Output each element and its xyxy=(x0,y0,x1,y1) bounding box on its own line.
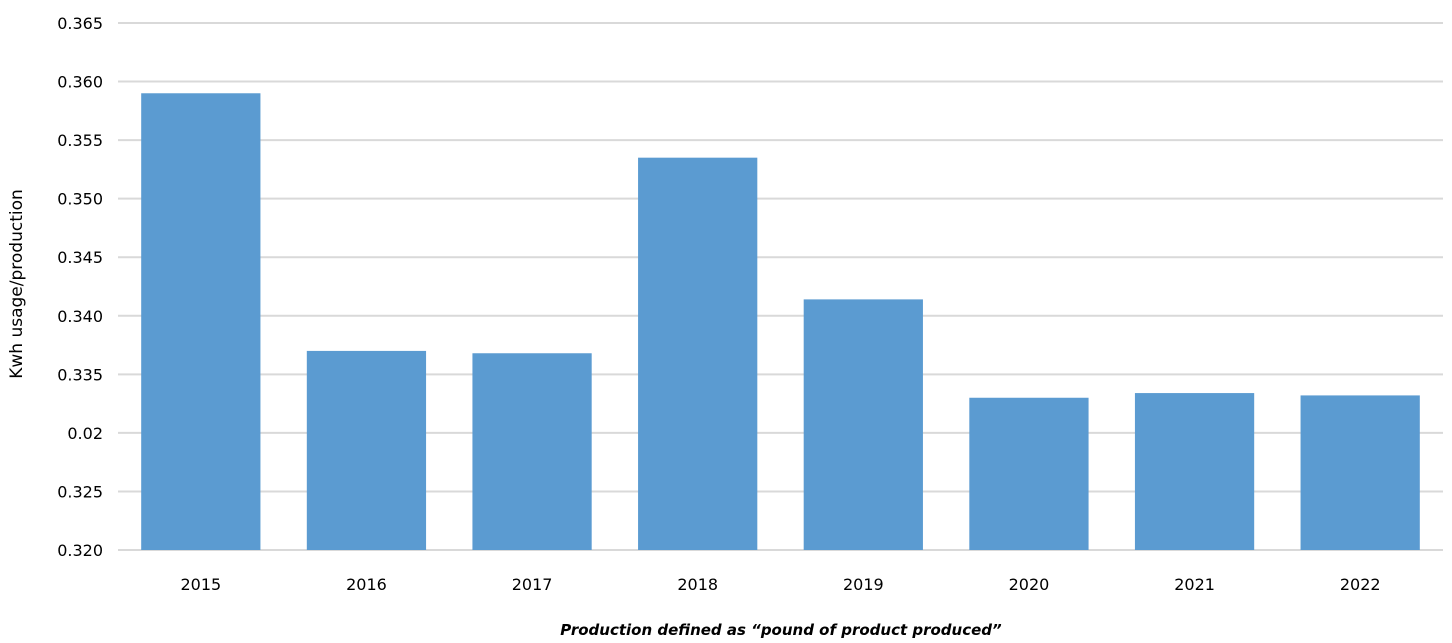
chart-footnote: Production defined as “pound of product … xyxy=(560,621,1002,639)
x-tick-label: 2022 xyxy=(1340,575,1381,594)
bar-2015 xyxy=(141,93,261,551)
y-tick-label: 0.02 xyxy=(67,424,103,443)
bar-2018 xyxy=(638,157,758,550)
x-axis-ticks: 2015 2016 2017 2018 2019 2020 2021 2022 xyxy=(180,575,1380,594)
y-tick-label: 0.355 xyxy=(57,131,103,150)
y-tick-label: 0.360 xyxy=(57,73,103,92)
y-tick-label: 0.345 xyxy=(57,248,103,267)
y-tick-label: 0.325 xyxy=(57,482,103,501)
y-tick-label: 0.365 xyxy=(57,14,103,33)
x-tick-label: 2016 xyxy=(346,575,387,594)
y-axis-ticks: 0.320 0.325 0.02 0.335 0.340 0.345 0.350 0.355 0… xyxy=(57,14,103,560)
x-tick-label: 2015 xyxy=(180,575,221,594)
y-tick-label: 0.350 xyxy=(57,190,103,209)
x-tick-label: 2021 xyxy=(1174,575,1215,594)
x-tick-label: 2018 xyxy=(677,575,718,594)
bar-2021 xyxy=(1134,393,1255,550)
bar-2022 xyxy=(1300,395,1420,550)
bar-2019 xyxy=(803,299,923,550)
bars xyxy=(141,93,1420,551)
y-tick-label: 0.340 xyxy=(57,307,103,326)
y-axis-title: Kwh usage/production xyxy=(7,189,27,379)
x-tick-label: 2017 xyxy=(512,575,553,594)
x-tick-label: 2019 xyxy=(843,575,884,594)
bar-2017 xyxy=(472,353,592,550)
y-tick-label: 0.335 xyxy=(57,365,103,384)
y-tick-label: 0.320 xyxy=(57,541,103,560)
x-tick-label: 2020 xyxy=(1009,575,1050,594)
bar-2016 xyxy=(306,350,427,550)
bar-2020 xyxy=(969,397,1089,550)
